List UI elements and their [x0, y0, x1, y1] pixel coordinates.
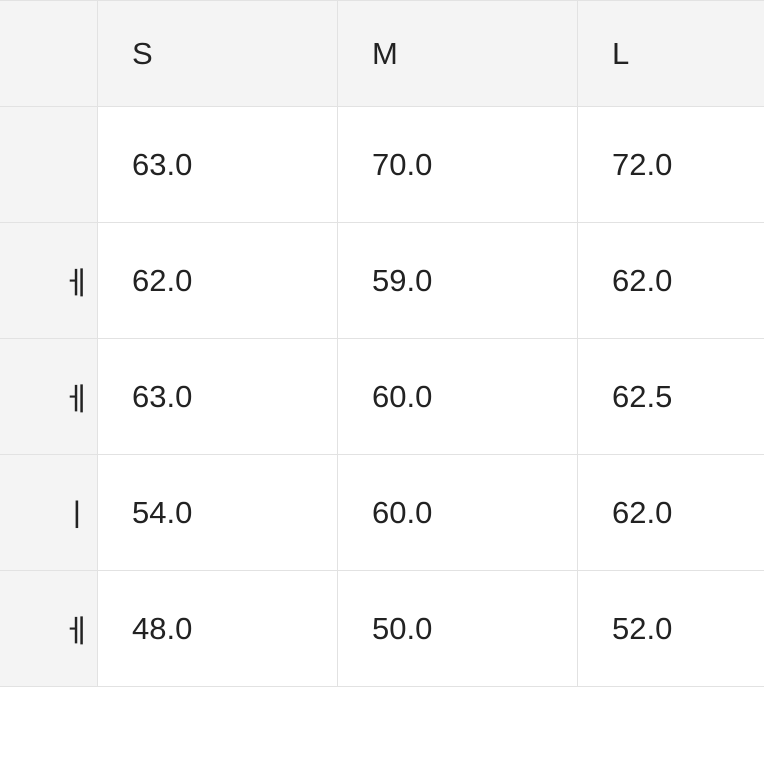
row-header: ㅔ	[0, 571, 98, 687]
cell: 50.0	[338, 571, 578, 687]
cell: 72.0	[578, 107, 764, 223]
cell: 54.0	[98, 455, 338, 571]
table-row: ㅔ 62.0 59.0 62.0	[0, 223, 764, 339]
table-row: 63.0 70.0 72.0	[0, 107, 764, 223]
table-header-row: S M L	[0, 1, 764, 107]
cell: 62.5	[578, 339, 764, 455]
cell: 60.0	[338, 339, 578, 455]
cell: 52.0	[578, 571, 764, 687]
table-row: ㅔ 48.0 50.0 52.0	[0, 571, 764, 687]
size-table: S M L 63.0 70.0 72.0 ㅔ 62.0 59.0 62.0 ㅔ …	[0, 0, 764, 687]
header-corner	[0, 1, 98, 107]
cell: 62.0	[98, 223, 338, 339]
header-col-l: L	[578, 1, 764, 107]
row-header	[0, 107, 98, 223]
row-header: ㅔ	[0, 339, 98, 455]
cell: 59.0	[338, 223, 578, 339]
cell: 70.0	[338, 107, 578, 223]
cell: 60.0	[338, 455, 578, 571]
cell: 63.0	[98, 107, 338, 223]
cell: 62.0	[578, 223, 764, 339]
header-col-m: M	[338, 1, 578, 107]
header-col-s: S	[98, 1, 338, 107]
cell: 63.0	[98, 339, 338, 455]
cell: 62.0	[578, 455, 764, 571]
row-header: ㅔ	[0, 223, 98, 339]
row-header: ㅣ	[0, 455, 98, 571]
cell: 48.0	[98, 571, 338, 687]
table-row: ㅣ 54.0 60.0 62.0	[0, 455, 764, 571]
table-row: ㅔ 63.0 60.0 62.5	[0, 339, 764, 455]
